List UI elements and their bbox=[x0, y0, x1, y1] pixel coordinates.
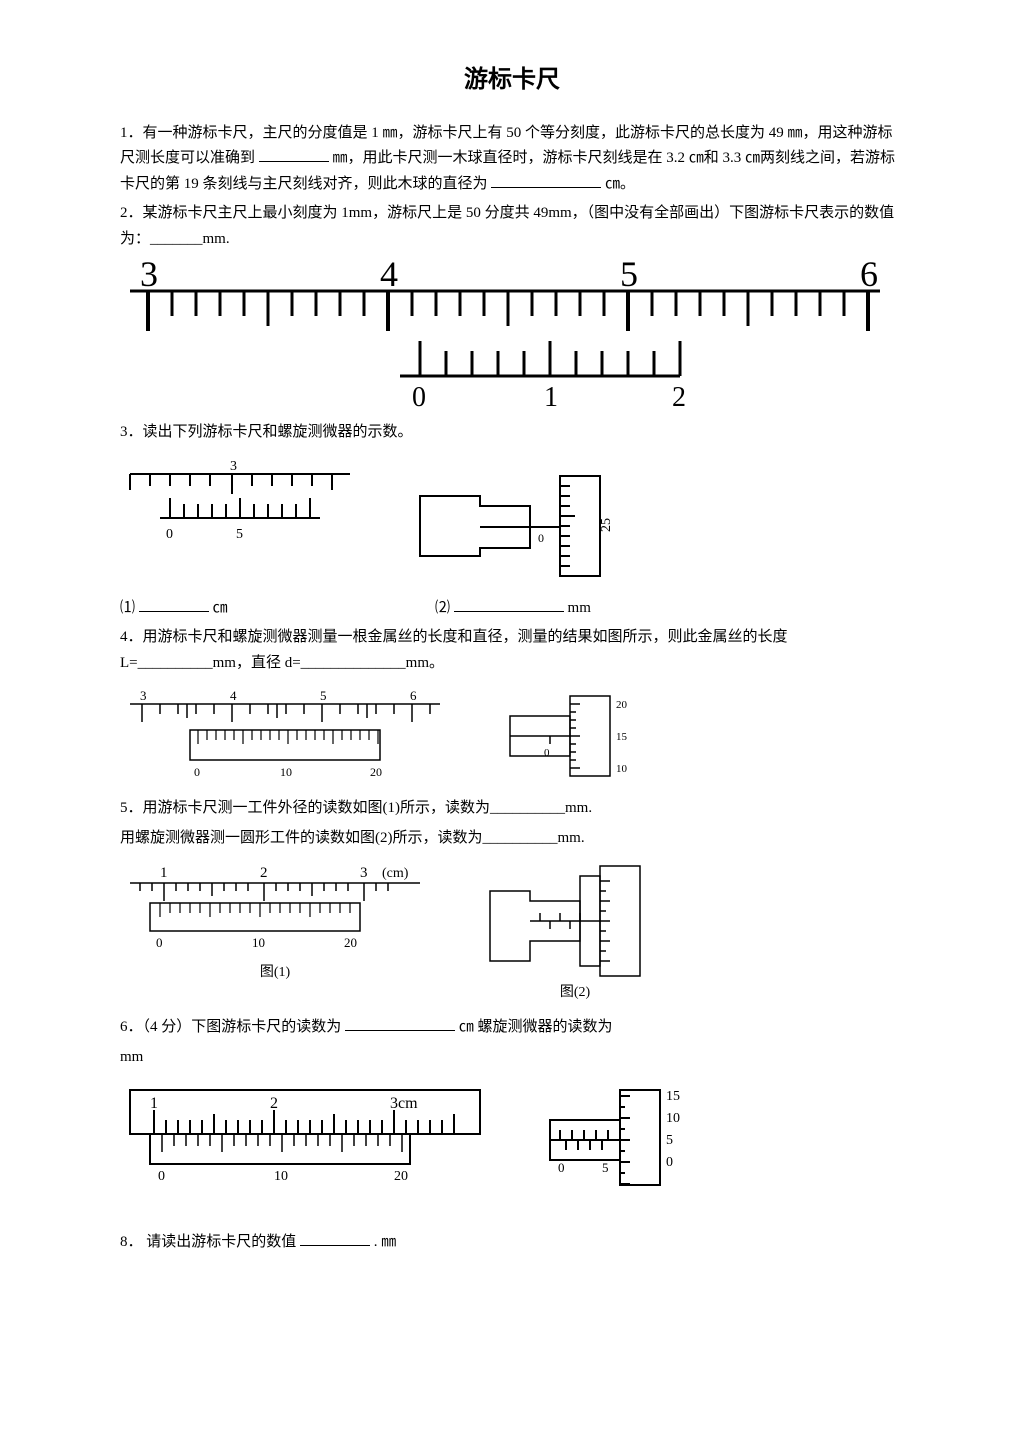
fig6a-main-2: 2 bbox=[270, 1095, 278, 1112]
fig3a-vern-0: 0 bbox=[166, 527, 173, 542]
fig3a-vern-5: 5 bbox=[236, 527, 243, 542]
q6-text-a: 6．（4 分）下图游标卡尺的读数为 bbox=[120, 1019, 341, 1035]
fig6a-main-3: 3cm bbox=[390, 1095, 418, 1112]
fig6b-th-5: 5 bbox=[666, 1133, 673, 1148]
fig-q6-micrometer: 15 10 5 0 0 5 bbox=[530, 1080, 710, 1190]
fig2-main-4: 4 bbox=[380, 256, 398, 294]
fig6b-th-0: 0 bbox=[666, 1155, 673, 1170]
fig2-main-3: 3 bbox=[140, 256, 158, 294]
q1-blank-2 bbox=[491, 172, 601, 188]
fig5a-main-1: 1 bbox=[160, 865, 168, 881]
q8-unit: . ㎜ bbox=[374, 1234, 397, 1250]
fig2-main-6: 6 bbox=[860, 256, 878, 294]
fig4b-sleeve-0: 0 bbox=[544, 747, 550, 759]
question-6-line2: mm bbox=[120, 1045, 904, 1071]
question-4: 4．用游标卡尺和螺旋测微器测量一根金属丝的长度和直径，测量的结果如图所示，则此金… bbox=[120, 625, 904, 676]
fig3b-sleeve-0: 0 bbox=[538, 531, 544, 545]
fig4a-vern-0: 0 bbox=[194, 765, 200, 779]
fig2-vern-0: 0 bbox=[412, 382, 426, 413]
fig4a-vern-20: 20 bbox=[370, 765, 382, 779]
fig6a-vern-0: 0 bbox=[158, 1169, 165, 1184]
fig-q3-micrometer: 0 25 bbox=[400, 456, 660, 586]
q6-blank-1 bbox=[345, 1015, 455, 1031]
fig-q5-vernier: 1 2 3 (cm) bbox=[120, 861, 430, 961]
fig-q4-micrometer: 0 20 15 10 bbox=[490, 686, 650, 786]
fig3a-main-3: 3 bbox=[230, 459, 237, 474]
question-2: 2．某游标卡尺主尺上最小刻度为 1mm，游标尺上是 50 分度共 49mm，（图… bbox=[120, 201, 904, 252]
q3-answer-line: ⑴ ㎝ ⑵ mm bbox=[120, 596, 904, 622]
q3-right-unit: mm bbox=[568, 600, 591, 616]
q6-unit-a: ㎝ 螺旋测微器的读数为 bbox=[459, 1019, 613, 1035]
q8-blank bbox=[300, 1230, 370, 1246]
q3-blank-2 bbox=[454, 596, 564, 612]
fig2-main-5: 5 bbox=[620, 256, 638, 294]
q3-left-label: ⑴ bbox=[120, 600, 135, 616]
fig5b-caption: 图(2) bbox=[470, 981, 680, 1005]
fig6b-sl-0: 0 bbox=[558, 1160, 565, 1175]
fig4a-main-4: 4 bbox=[230, 688, 237, 703]
fig4a-main-3: 3 bbox=[140, 688, 147, 703]
fig5a-vern-20: 20 bbox=[344, 935, 357, 950]
fig-q6-vernier: 1 2 3cm bbox=[120, 1080, 490, 1190]
fig5a-main-3: 3 bbox=[360, 865, 368, 881]
fig6b-th-15: 15 bbox=[666, 1089, 680, 1104]
fig6b-sl-5: 5 bbox=[602, 1160, 609, 1175]
fig4b-th-10: 10 bbox=[616, 763, 628, 775]
fig4a-vern-10: 10 bbox=[280, 765, 292, 779]
fig5a-main-unit: (cm) bbox=[382, 866, 409, 881]
q1-blank-1 bbox=[259, 146, 329, 162]
fig4a-main-6: 6 bbox=[410, 688, 417, 703]
fig2-vern-2: 2 bbox=[672, 382, 686, 413]
fig2-vern-1: 1 bbox=[544, 382, 558, 413]
fig4b-th-15: 15 bbox=[616, 731, 628, 743]
fig4b-th-20: 20 bbox=[616, 699, 628, 711]
question-5-line2: 用螺旋测微器测一圆形工件的读数如图(2)所示，读数为__________mm. bbox=[120, 826, 904, 852]
q8-text: 8． 请读出游标卡尺的数值 bbox=[120, 1234, 296, 1250]
fig3b-thimble-25: 25 bbox=[599, 518, 614, 532]
question-8: 8． 请读出游标卡尺的数值 . ㎜ bbox=[120, 1230, 904, 1256]
question-3: 3．读出下列游标卡尺和螺旋测微器的示数。 bbox=[120, 420, 904, 446]
fig6a-main-1: 1 bbox=[150, 1095, 158, 1112]
page-title: 游标卡尺 bbox=[120, 60, 904, 101]
fig6a-vern-20: 20 bbox=[394, 1169, 408, 1184]
fig6a-vern-10: 10 bbox=[274, 1169, 288, 1184]
q3-right-label: ⑵ bbox=[435, 600, 450, 616]
question-1: 1．有一种游标卡尺，主尺的分度值是 1 ㎜，游标卡尺上有 50 个等分刻度，此游… bbox=[120, 121, 904, 198]
q3-blank-1 bbox=[139, 596, 209, 612]
fig5a-caption: 图(1) bbox=[120, 961, 430, 985]
fig-q5-micrometer bbox=[470, 861, 680, 981]
fig5a-vern-0: 0 bbox=[156, 935, 163, 950]
q3-left-unit: ㎝ bbox=[213, 600, 228, 616]
fig4a-main-5: 5 bbox=[320, 688, 327, 703]
fig5a-main-2: 2 bbox=[260, 865, 268, 881]
fig-q3-vernier: 3 0 5 bbox=[120, 456, 360, 556]
fig-q2-vernier: 3 4 5 6 0 bbox=[120, 256, 880, 416]
fig5a-vern-10: 10 bbox=[252, 935, 265, 950]
fig6b-th-10: 10 bbox=[666, 1111, 680, 1126]
question-6: 6．（4 分）下图游标卡尺的读数为 ㎝ 螺旋测微器的读数为 bbox=[120, 1015, 904, 1041]
fig-q4-vernier: 3 4 5 6 bbox=[120, 686, 450, 781]
question-5-line1: 5．用游标卡尺测一工件外径的读数如图(1)所示，读数为__________mm. bbox=[120, 796, 904, 822]
q1-unit-b: ㎝。 bbox=[605, 176, 635, 192]
